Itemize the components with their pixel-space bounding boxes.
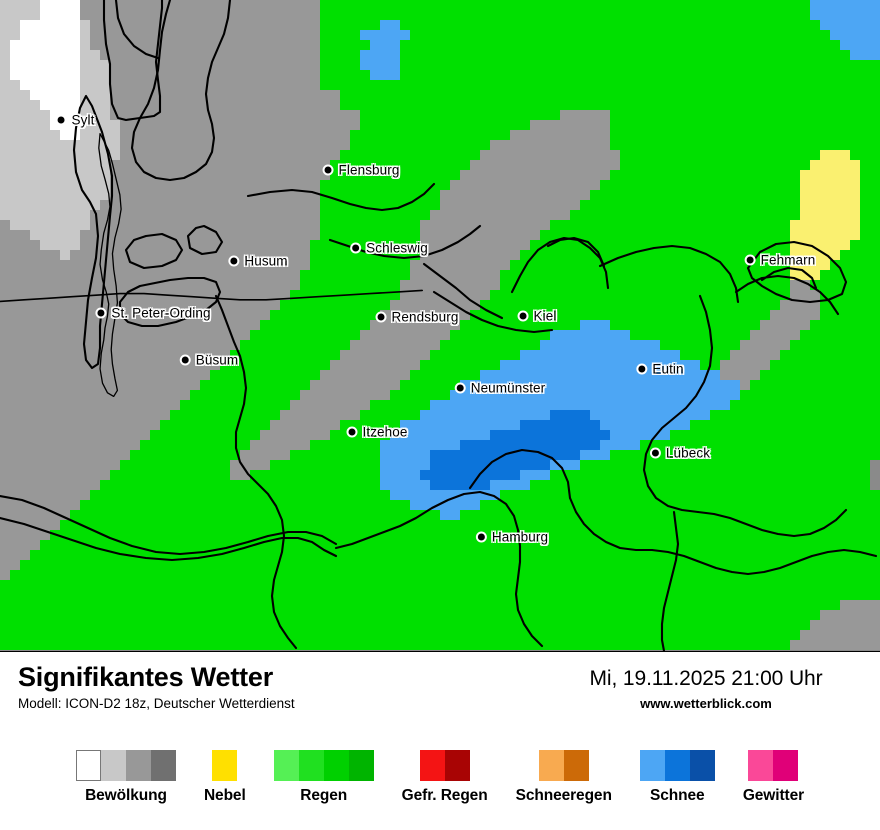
city-dot-icon	[322, 164, 334, 176]
city-label: Husum	[244, 253, 288, 269]
city-dot-icon	[454, 382, 466, 394]
forecast-timestamp: Mi, 19.11.2025 21:00 Uhr	[589, 667, 823, 690]
city-label: Rendsburg	[391, 309, 459, 325]
city-marker[interactable]: Fehmarn	[744, 252, 816, 268]
city-label: Schleswig	[366, 240, 428, 256]
city-marker[interactable]: Schleswig	[350, 241, 428, 256]
city-marker[interactable]: Itzehoe	[346, 424, 408, 440]
legend-label: Schneeregen	[515, 787, 612, 804]
city-label: Neumünster	[470, 380, 546, 396]
city-label: Eutin	[652, 361, 684, 377]
city-marker[interactable]: Husum	[228, 253, 288, 269]
city-dot-icon	[228, 255, 240, 267]
freezing-rain-swatch	[419, 750, 470, 781]
legend-item: Gewitter	[743, 750, 804, 805]
map-footer: Signifikantes Wetter Modell: ICON-D2 18z…	[0, 652, 880, 830]
legend-color-segment	[639, 750, 665, 781]
city-label: Büsum	[195, 352, 239, 368]
legend-item: Nebel	[204, 750, 246, 805]
city-label: St. Peter-Ording	[111, 305, 211, 321]
legend-color-segment	[664, 750, 690, 781]
city-marker[interactable]: St. Peter-Ording	[95, 306, 210, 321]
city-dot-icon	[55, 114, 67, 126]
city-marker[interactable]: Lübeck	[649, 445, 711, 461]
city-label: Itzehoe	[362, 424, 408, 440]
legend-color-segment	[125, 750, 151, 781]
legend-label: Gefr. Regen	[401, 787, 488, 804]
city-label: Flensburg	[338, 162, 400, 178]
city-dot-icon	[475, 531, 487, 543]
legend-color-segment	[273, 750, 299, 781]
legend-color-segment	[773, 750, 799, 781]
legend-item: Gefr. Regen	[402, 750, 488, 805]
city-marker[interactable]: Büsum	[179, 352, 239, 368]
cloud-cover-swatch	[75, 750, 176, 781]
legend-color-segment	[538, 750, 564, 781]
city-label: Kiel	[533, 308, 557, 324]
legend-label: Nebel	[203, 787, 246, 804]
legend-color-segment	[444, 750, 470, 781]
website-url: www.wetterblick.com	[640, 696, 772, 711]
city-marker[interactable]: Rendsburg	[375, 309, 459, 325]
city-label: Sylt	[71, 112, 95, 128]
legend-label: Bewölkung	[85, 787, 167, 804]
city-markers-layer: Sylt Flensburg Husum Schleswig Fehmarn St. Pe…	[55, 112, 816, 545]
legend-color-segment	[323, 750, 349, 781]
city-dot-icon	[179, 354, 191, 366]
weather-legend: Bewölkung Nebel Regen Gefr. Regen Schneerege…	[0, 750, 880, 805]
thunderstorm-swatch	[748, 750, 799, 781]
city-marker[interactable]: Kiel	[517, 308, 557, 324]
legend-item: Schneeregen	[516, 750, 612, 805]
legend-color-segment	[75, 750, 101, 781]
fog-swatch	[212, 750, 238, 781]
city-dot-icon	[346, 426, 358, 438]
city-dot-icon	[375, 311, 387, 323]
legend-color-segment	[689, 750, 715, 781]
legend-color-segment	[212, 750, 238, 781]
city-dot-icon	[744, 254, 756, 266]
city-marker[interactable]: Sylt	[55, 112, 95, 128]
legend-item: Schnee	[639, 750, 715, 805]
legend-label: Gewitter	[742, 787, 805, 804]
legend-color-segment	[100, 750, 126, 781]
legend-color-segment	[419, 750, 445, 781]
city-dot-icon	[350, 242, 362, 254]
page-title: Signifikantes Wetter	[18, 662, 274, 692]
city-dot-icon	[649, 447, 661, 459]
legend-label: Regen	[300, 787, 348, 804]
city-marker[interactable]: Neumünster	[454, 380, 546, 396]
city-label: Lübeck	[665, 445, 711, 461]
legend-item: Bewölkung	[75, 750, 176, 805]
city-marker[interactable]: Flensburg	[322, 162, 400, 178]
city-dot-icon	[636, 363, 648, 375]
legend-label: Schnee	[650, 787, 705, 804]
legend-color-segment	[348, 750, 374, 781]
city-label: Fehmarn	[760, 252, 816, 268]
city-dot-icon	[517, 310, 529, 322]
city-dot-icon	[95, 307, 107, 319]
model-subtitle: Modell: ICON-D2 18z, Deutscher Wetterdie…	[18, 696, 295, 711]
city-marker[interactable]: Eutin	[636, 361, 684, 377]
legend-color-segment	[563, 750, 589, 781]
title-block: Signifikantes Wetter Modell: ICON-D2 18z…	[18, 662, 295, 713]
city-marker[interactable]: Hamburg	[475, 529, 549, 545]
city-label: Hamburg	[491, 529, 549, 545]
legend-color-segment	[150, 750, 176, 781]
snow-swatch	[639, 750, 715, 781]
legend-color-segment	[748, 750, 774, 781]
footer-header-row: Signifikantes Wetter Modell: ICON-D2 18z…	[0, 652, 880, 726]
legend-color-segment	[298, 750, 324, 781]
legend-item: Regen	[273, 750, 374, 805]
rain-swatch	[273, 750, 374, 781]
meta-block: Mi, 19.11.2025 21:00 Uhr www.wetterblick…	[556, 666, 856, 713]
weather-map-panel[interactable]: Sylt Flensburg Husum Schleswig Fehmarn St. Pe…	[0, 0, 880, 652]
sleet-swatch	[538, 750, 589, 781]
